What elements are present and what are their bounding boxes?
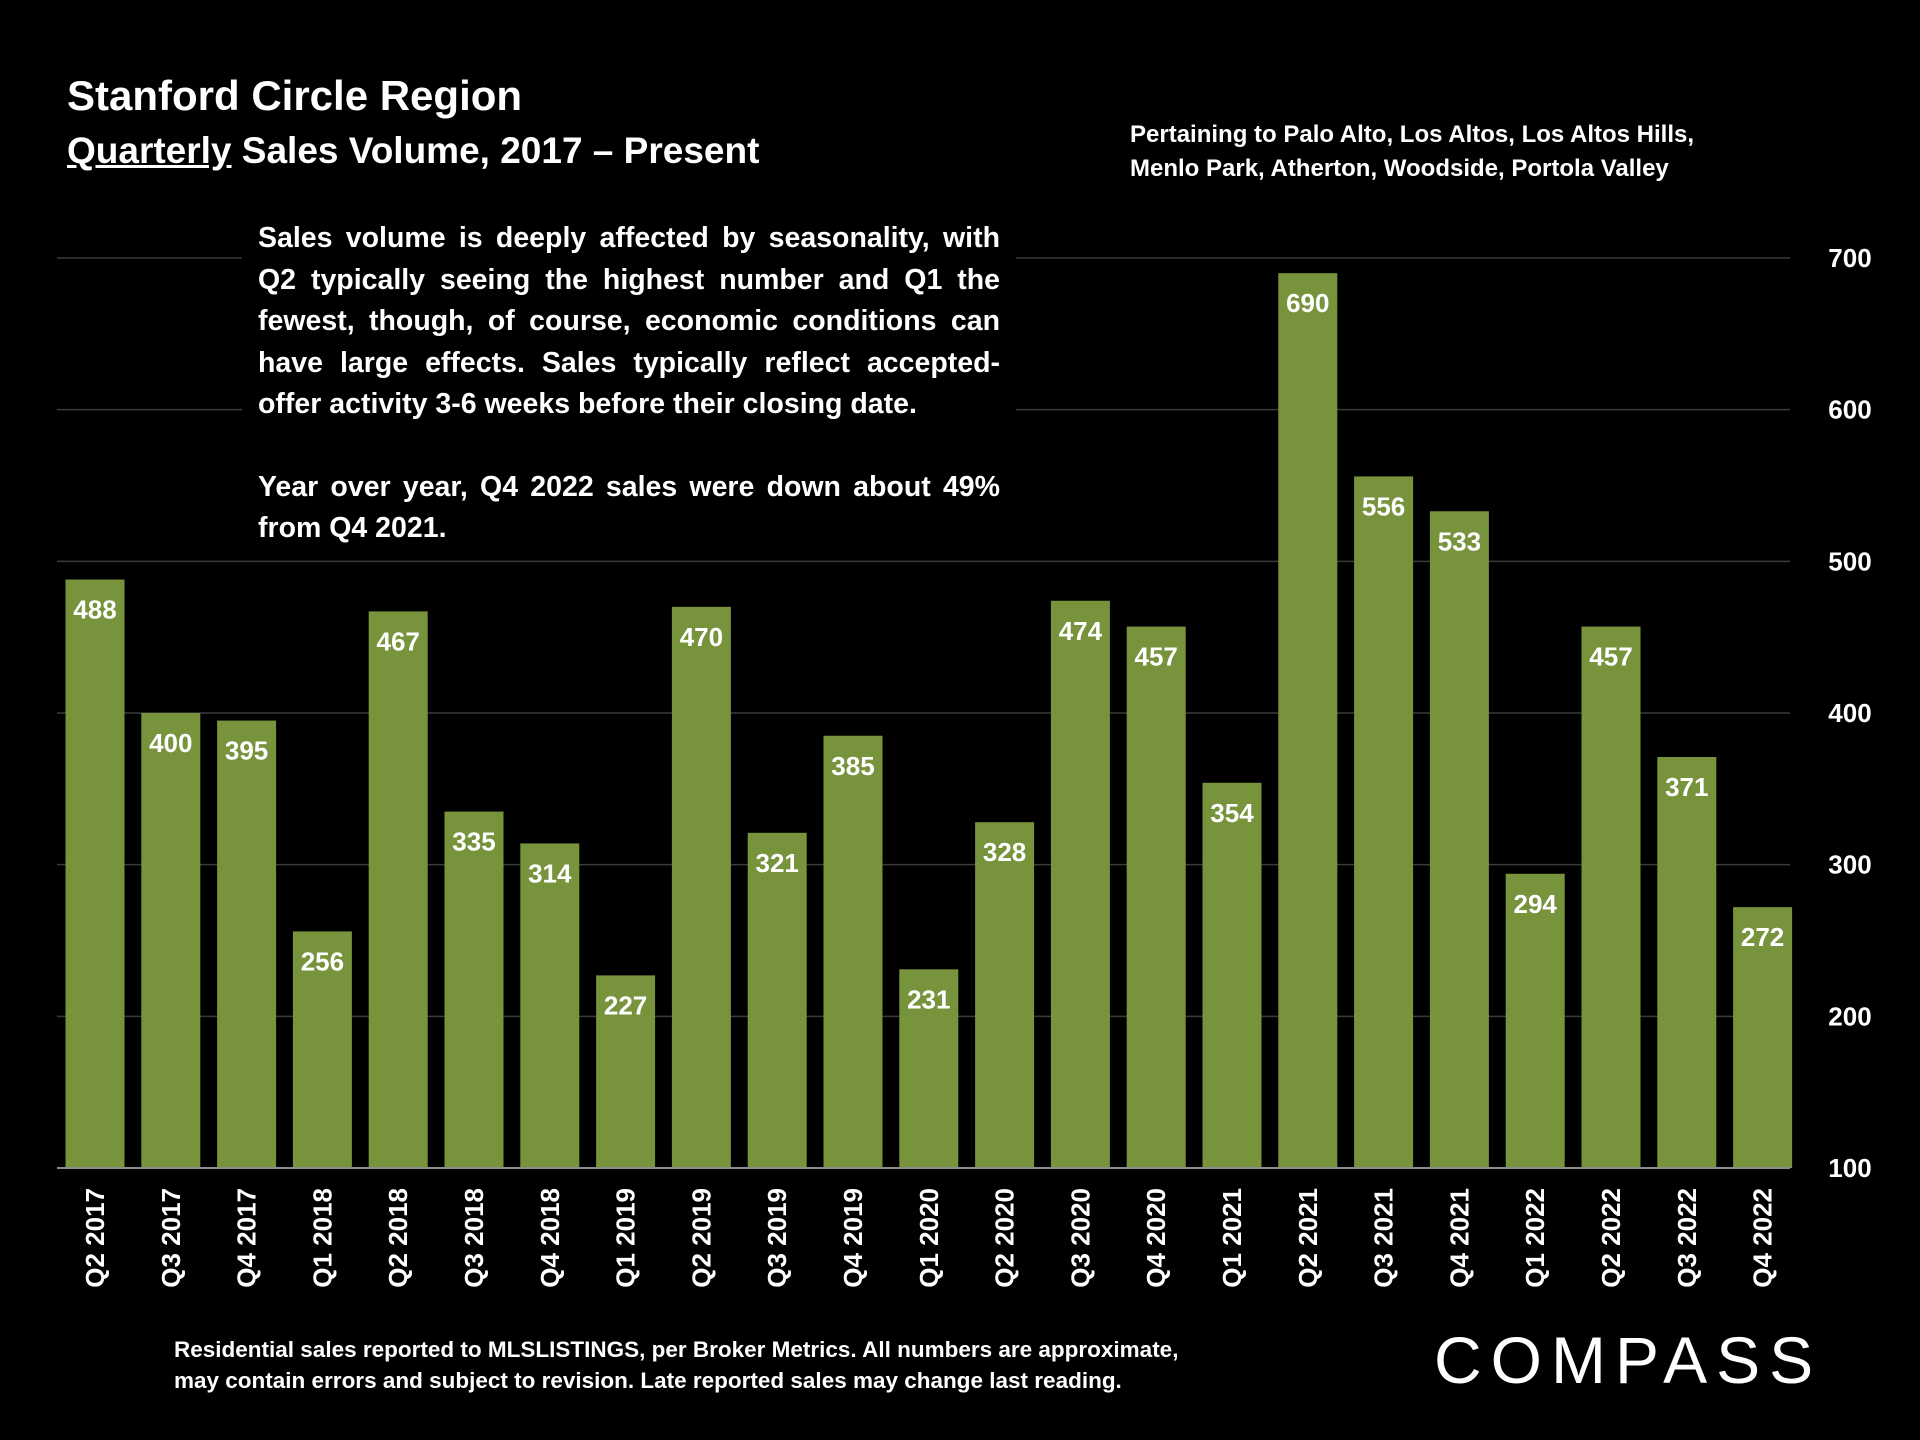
x-tick-label: Q3 2021 bbox=[1369, 1188, 1399, 1288]
bar bbox=[1278, 273, 1337, 1168]
bar bbox=[1657, 757, 1716, 1168]
bar bbox=[824, 736, 883, 1168]
x-tick-label: Q3 2020 bbox=[1065, 1188, 1095, 1288]
compass-logo: COMPASS bbox=[1434, 1322, 1822, 1398]
y-tick-label: 300 bbox=[1828, 850, 1871, 880]
data-label: 328 bbox=[983, 837, 1026, 867]
x-tick-label: Q1 2020 bbox=[914, 1188, 944, 1288]
bar bbox=[141, 713, 200, 1168]
x-tick-label: Q3 2017 bbox=[156, 1188, 186, 1288]
x-tick-label: Q3 2018 bbox=[459, 1188, 489, 1288]
bar bbox=[217, 721, 276, 1168]
bar bbox=[66, 580, 125, 1168]
data-label: 256 bbox=[301, 946, 344, 976]
bar bbox=[748, 833, 807, 1168]
footnote-line-2: may contain errors and subject to revisi… bbox=[174, 1365, 1274, 1396]
data-label: 467 bbox=[377, 626, 420, 656]
footnote-line-1: Residential sales reported to MLSLISTING… bbox=[174, 1334, 1274, 1365]
x-tick-label: Q4 2019 bbox=[838, 1188, 868, 1288]
commentary-paragraph-2: Year over year, Q4 2022 sales were down … bbox=[258, 467, 1000, 550]
bar bbox=[1127, 627, 1186, 1168]
x-tick-label: Q1 2019 bbox=[611, 1188, 641, 1288]
x-tick-label: Q4 2021 bbox=[1444, 1188, 1474, 1288]
commentary-paragraph-1: Sales volume is deeply affected by seaso… bbox=[258, 218, 1000, 426]
x-tick-label: Q2 2017 bbox=[80, 1188, 110, 1288]
bar bbox=[520, 843, 579, 1168]
bar bbox=[672, 607, 731, 1168]
bar bbox=[369, 611, 428, 1168]
data-label: 321 bbox=[756, 848, 799, 878]
bar bbox=[975, 822, 1034, 1168]
data-label: 231 bbox=[907, 984, 950, 1014]
data-label: 272 bbox=[1741, 922, 1784, 952]
data-label: 294 bbox=[1514, 889, 1558, 919]
x-tick-label: Q2 2022 bbox=[1596, 1188, 1626, 1288]
x-tick-label: Q4 2018 bbox=[535, 1188, 565, 1288]
bar bbox=[1582, 627, 1641, 1168]
y-tick-label: 400 bbox=[1828, 698, 1871, 728]
data-label: 371 bbox=[1665, 772, 1708, 802]
data-label: 354 bbox=[1210, 798, 1254, 828]
data-label: 474 bbox=[1059, 616, 1103, 646]
y-tick-label: 600 bbox=[1828, 395, 1871, 425]
data-label: 488 bbox=[73, 595, 116, 625]
data-label: 400 bbox=[149, 728, 192, 758]
x-tick-label: Q2 2020 bbox=[990, 1188, 1020, 1288]
data-label: 690 bbox=[1286, 288, 1329, 318]
data-label: 227 bbox=[604, 990, 647, 1020]
bar bbox=[1051, 601, 1110, 1168]
bar bbox=[1203, 783, 1262, 1168]
data-label: 395 bbox=[225, 736, 268, 766]
bar-chart: 100 200 300 400 500 600 700 488 Q2 2017 400 Q3 201… bbox=[0, 0, 1920, 1440]
y-tick-label: 700 bbox=[1828, 243, 1871, 273]
y-tick-label: 100 bbox=[1828, 1153, 1871, 1183]
data-label: 533 bbox=[1438, 526, 1481, 556]
data-label: 385 bbox=[831, 751, 874, 781]
x-tick-label: Q3 2019 bbox=[762, 1188, 792, 1288]
source-footnote: Residential sales reported to MLSLISTING… bbox=[174, 1334, 1274, 1396]
bar bbox=[445, 812, 504, 1168]
data-label: 457 bbox=[1589, 642, 1632, 672]
data-label: 335 bbox=[452, 827, 495, 857]
y-tick-label: 200 bbox=[1828, 1001, 1871, 1031]
bar bbox=[1430, 511, 1489, 1168]
x-tick-label: Q2 2021 bbox=[1293, 1188, 1323, 1288]
y-tick-label: 500 bbox=[1828, 546, 1871, 576]
x-tick-label: Q1 2018 bbox=[307, 1188, 337, 1288]
data-label: 470 bbox=[680, 622, 723, 652]
data-label: 556 bbox=[1362, 491, 1405, 521]
x-tick-label: Q1 2022 bbox=[1520, 1188, 1550, 1288]
data-label: 314 bbox=[528, 858, 572, 888]
x-tick-label: Q2 2019 bbox=[686, 1188, 716, 1288]
commentary-box: Sales volume is deeply affected by seaso… bbox=[242, 218, 1016, 550]
x-tick-label: Q4 2020 bbox=[1141, 1188, 1171, 1288]
x-tick-label: Q2 2018 bbox=[383, 1188, 413, 1288]
x-tick-label: Q3 2022 bbox=[1672, 1188, 1702, 1288]
x-tick-label: Q4 2022 bbox=[1748, 1188, 1778, 1288]
x-tick-label: Q4 2017 bbox=[232, 1188, 262, 1288]
bar bbox=[1354, 476, 1413, 1168]
x-tick-label: Q1 2021 bbox=[1217, 1188, 1247, 1288]
data-label: 457 bbox=[1135, 642, 1178, 672]
